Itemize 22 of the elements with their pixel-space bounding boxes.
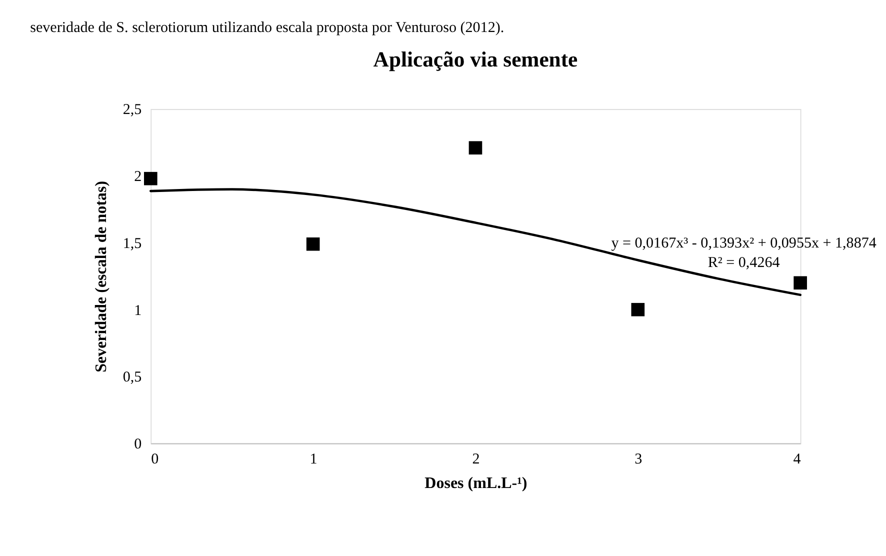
- y-tick-label: 2: [134, 169, 142, 186]
- y-tick-label: 1: [134, 302, 142, 319]
- x-tick-label: 4: [793, 452, 802, 468]
- x-axis-title: Doses (mL.L-¹): [424, 475, 528, 492]
- x-tick-label: 3: [634, 452, 642, 468]
- text: severidade de S. sclerotiorum utilizando escala proposta por Venturoso (2012).: [30, 20, 504, 36]
- y-tick-label: 0: [134, 436, 142, 452]
- y-axis-title: Severidade (escala de notas): [92, 180, 110, 372]
- point: [468, 141, 482, 154]
- annotation: R² = 0,4264: [708, 254, 780, 271]
- point: [794, 276, 807, 290]
- y-tick-label: 1,5: [122, 236, 142, 252]
- point: [144, 172, 158, 186]
- x-tick-label: 2: [472, 452, 480, 468]
- x-tick-label: 1: [310, 452, 318, 468]
- annotation: y = 0,0167x³ - 0,1393x² + 0,0955x + 1,8874: [611, 235, 877, 252]
- y-tick-label: 2,5: [122, 102, 142, 118]
- point: [306, 237, 320, 251]
- y-tick-label: 0,5: [122, 370, 142, 386]
- point: [631, 302, 645, 316]
- chart-title: Aplicação via semente: [373, 48, 578, 72]
- x-tick-label: 0: [151, 452, 159, 468]
